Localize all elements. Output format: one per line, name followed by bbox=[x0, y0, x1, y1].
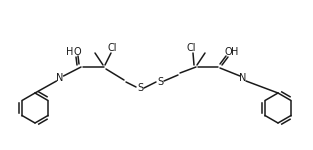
Text: Cl: Cl bbox=[186, 43, 196, 53]
Text: Cl: Cl bbox=[107, 43, 117, 53]
Text: N: N bbox=[239, 73, 247, 83]
Text: S: S bbox=[137, 83, 143, 93]
Text: O: O bbox=[224, 47, 232, 57]
Text: N: N bbox=[56, 73, 64, 83]
Text: H: H bbox=[66, 47, 74, 57]
Text: H: H bbox=[231, 47, 239, 57]
Text: O: O bbox=[73, 47, 81, 57]
Text: S: S bbox=[157, 77, 163, 87]
